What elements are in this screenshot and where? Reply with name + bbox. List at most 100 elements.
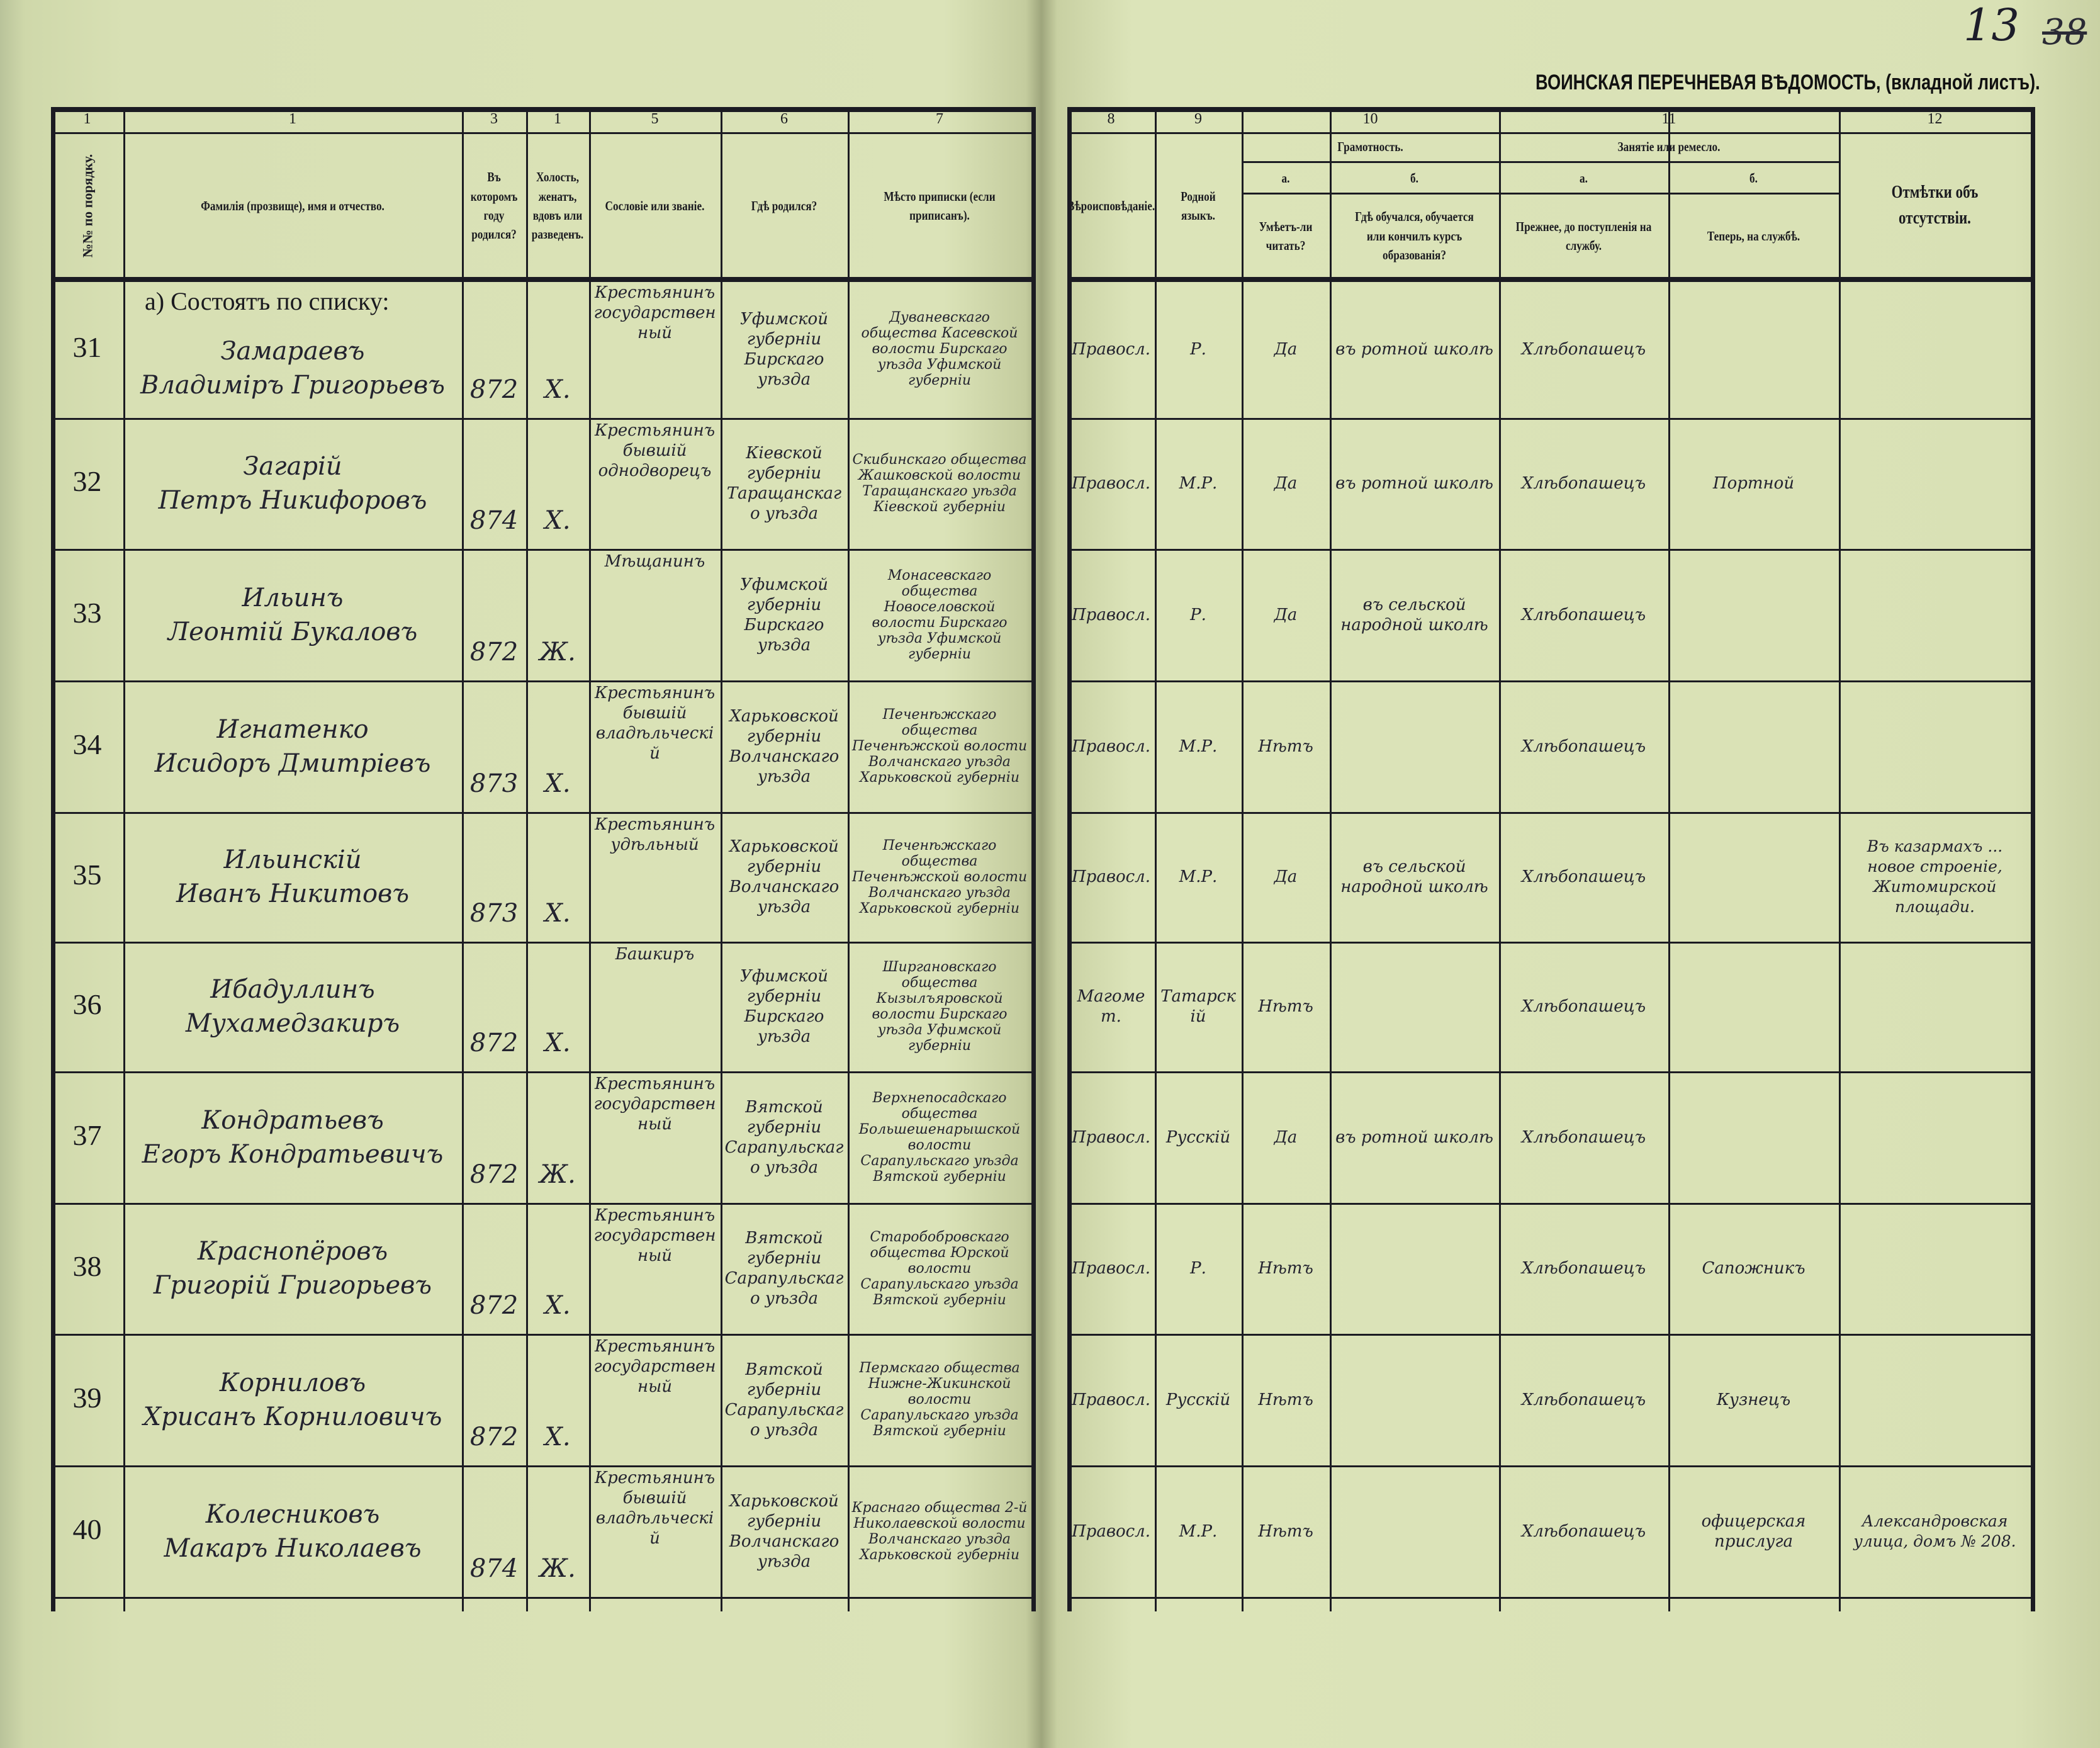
born-where: Кiевской губернiи Таращанскаго уѣзда — [726, 444, 842, 523]
prior-occupation: Хлѣбопашецъ — [1521, 1521, 1646, 1541]
header-order-no-text: №№ по порядку. — [79, 154, 95, 258]
religion: Правосл. — [1072, 867, 1150, 886]
surname: Игнатенко — [216, 714, 369, 744]
header-literacy-group: Грамотность. — [1337, 138, 1403, 154]
surname: Ильинъ — [242, 583, 344, 612]
can-read: Да — [1274, 474, 1298, 493]
grid-header-bottom — [1067, 277, 2035, 282]
grid-row-line — [51, 549, 1031, 551]
row-number: 36 — [72, 988, 102, 1020]
birth-year: 872 — [469, 638, 519, 667]
prior-occupation: Хлѣбопашецъ — [1521, 736, 1646, 756]
current-occupation — [1668, 280, 1839, 418]
given-name-patronymic: Леонтiй Букаловъ — [167, 617, 418, 646]
grid-row-line — [1067, 549, 2031, 551]
column-number: 9 — [1194, 111, 1202, 127]
given-name-patronymic: Иванъ Никитовъ — [176, 879, 409, 908]
current-occupation: офицерская прислуга — [1701, 1511, 1806, 1551]
marital-status: Х. — [544, 1423, 571, 1452]
born-where: Вятской губернiи Сарапульскаго уѣзда — [724, 1229, 844, 1308]
header-occupation-b: б. — [1749, 170, 1758, 186]
absence-notes — [1839, 549, 2031, 680]
where-studied: въ ротной школѣ — [1335, 339, 1493, 359]
row-number: 39 — [72, 1381, 102, 1414]
header-can-read: Умѣетъ-ли читать? — [1259, 218, 1313, 253]
estate: Мѣщанинъ — [604, 552, 705, 571]
grid-vline — [526, 107, 528, 1611]
column-number: 6 — [780, 111, 788, 127]
surname: Загарiй — [243, 452, 342, 481]
where-studied — [1330, 942, 1499, 1071]
grid-number-row-line — [51, 132, 1031, 134]
religion: Магомет. — [1077, 987, 1145, 1026]
can-read: Нѣтъ — [1258, 1521, 1313, 1541]
born-where: Харьковской губернiи Волчанскаго уѣзда — [729, 1491, 839, 1571]
given-name-patronymic: Макаръ Николаевъ — [164, 1533, 422, 1563]
religion: Правосл. — [1072, 736, 1150, 756]
given-name-patronymic: Владимiръ Григорьевъ — [140, 370, 445, 400]
birth-year: 872 — [469, 1423, 519, 1452]
absence-notes — [1839, 942, 2031, 1071]
born-where: Уфимской губернiи Бирскаго уѣзда — [740, 575, 828, 655]
surname: Колесниковъ — [205, 1499, 380, 1529]
where-studied — [1330, 1334, 1499, 1465]
birth-year: 872 — [469, 1160, 519, 1189]
grid-row-line — [1067, 1071, 2031, 1073]
registered-place: Печенѣжскаго общества Печенѣжской волост… — [851, 837, 1028, 916]
prior-occupation: Хлѣбопашецъ — [1521, 1390, 1646, 1409]
current-occupation: Кузнецъ — [1716, 1390, 1791, 1409]
given-name-patronymic: Егоръ Кондратьевичъ — [142, 1139, 444, 1169]
can-read: Нѣтъ — [1258, 997, 1313, 1016]
header-registered: Мѣсто приписки (если приписанъ). — [884, 188, 996, 223]
grid-vline — [1499, 107, 1501, 1611]
row-number: 37 — [72, 1119, 102, 1151]
grid-vline — [1242, 107, 1244, 1611]
marital-status: Х. — [544, 1291, 571, 1320]
header-name: Фамилія (прозвище), имя и отчество. — [201, 198, 385, 213]
grid-vline — [123, 107, 125, 1611]
religion: Правосл. — [1072, 605, 1150, 624]
grid-row-line — [1067, 1597, 2031, 1599]
grid-row-line — [1067, 1203, 2031, 1205]
grid-row-line — [51, 1071, 1031, 1073]
column-number: 12 — [1927, 111, 1943, 127]
registered-place: Краснаго общества 2-й Николаевской волос… — [851, 1499, 1028, 1563]
row-number: 40 — [72, 1513, 102, 1545]
column-number: 3 — [490, 111, 498, 127]
surname: Кондратьевъ — [201, 1105, 384, 1135]
estate: Крестьянинъ государственный — [593, 1206, 716, 1265]
where-studied: въ сельской народной школѣ — [1340, 595, 1488, 634]
marital-status: Х. — [544, 506, 571, 535]
row-number: 35 — [72, 859, 102, 891]
header-current-occupation: Теперь, на службѣ. — [1707, 228, 1800, 244]
grid-vline — [1839, 107, 1841, 1611]
header-literacy-b: б. — [1410, 170, 1418, 186]
row-number: 31 — [72, 330, 102, 363]
native-language: Р. — [1190, 605, 1206, 624]
header-order-no: №№ по порядку. — [53, 133, 121, 278]
where-studied — [1330, 680, 1499, 812]
native-language: Р. — [1190, 339, 1206, 359]
grid-row-line — [51, 1203, 1031, 1205]
header-native-language: Родной языкъ. — [1181, 188, 1216, 223]
religion: Правосл. — [1072, 1259, 1150, 1278]
current-occupation — [1668, 1071, 1839, 1203]
current-occupation — [1668, 812, 1839, 942]
estate: Крестьянинъ государственный — [593, 1074, 716, 1134]
document-title: ВОИНСКАЯ ПЕРЕЧНЕВАЯ ВѢДОМОСТЬ, (вкладной… — [1536, 70, 2040, 94]
birth-year: 874 — [469, 1554, 519, 1583]
current-occupation — [1668, 942, 1839, 1071]
header-religion: Вѣроисповѣданіе. — [1067, 198, 1155, 213]
grid-vline — [589, 107, 591, 1611]
header-estate: Сословіе или званіе. — [605, 198, 705, 213]
where-studied — [1330, 1203, 1499, 1334]
absence-notes — [1839, 418, 2031, 549]
registered-place: Пермскаго общества Нижне-Жикинской волос… — [859, 1360, 1020, 1439]
can-read: Нѣтъ — [1258, 1259, 1313, 1278]
absence-notes: Въ казармахъ ... новое строенiе, Житомир… — [1867, 837, 2003, 916]
native-language: М.Р. — [1179, 474, 1218, 493]
where-studied: въ ротной школѣ — [1335, 1127, 1493, 1147]
grid-row-line — [51, 812, 1031, 814]
column-number: 8 — [1107, 111, 1115, 127]
religion: Правосл. — [1072, 1390, 1150, 1409]
